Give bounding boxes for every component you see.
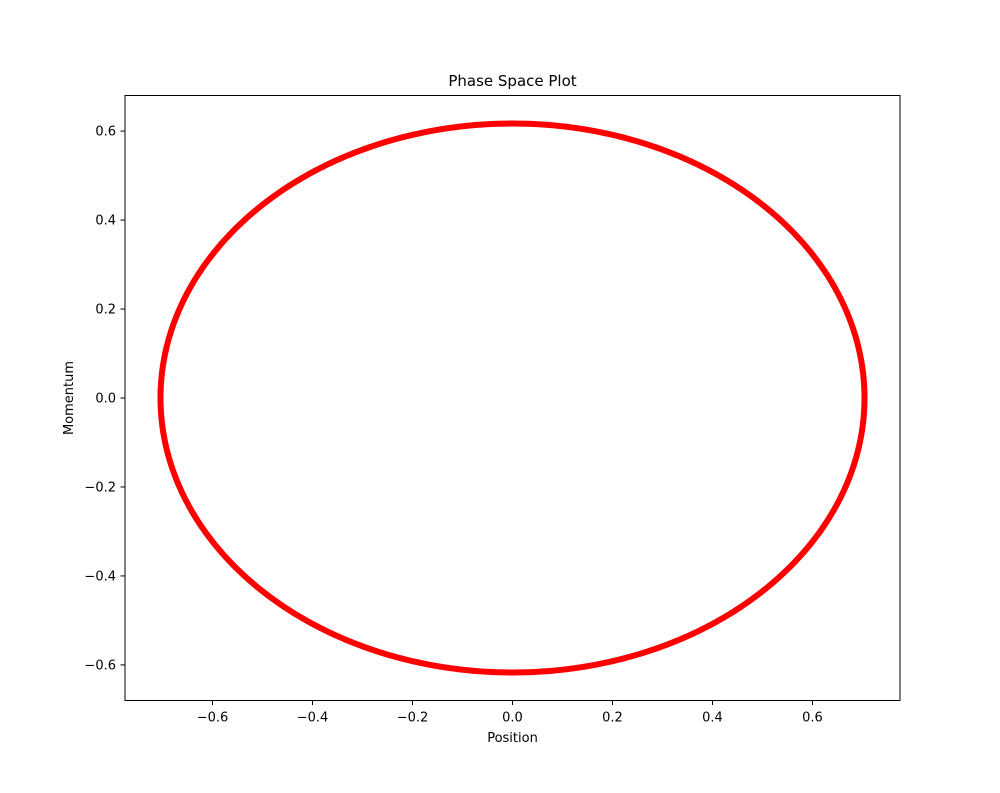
y-tick-label: 0.6 <box>95 125 116 140</box>
y-tick-label: −0.4 <box>84 569 116 584</box>
x-tick-label: 0.4 <box>702 711 723 726</box>
x-tick-label: 0.2 <box>602 711 623 726</box>
x-axis-title: Position <box>487 731 538 746</box>
chart-title: Phase Space Plot <box>448 72 576 90</box>
data-layer <box>157 120 868 676</box>
y-axis: −0.6 −0.4 −0.2 0.0 0.2 0.4 0.6 <box>84 125 125 673</box>
x-tick-label: −0.6 <box>197 711 229 726</box>
y-tick-label: 0.4 <box>95 214 116 229</box>
x-tick-label: 0.0 <box>502 711 523 726</box>
y-axis-title: Momentum <box>62 361 77 435</box>
x-tick-label: −0.2 <box>397 711 429 726</box>
y-tick-label: 0.2 <box>95 303 116 318</box>
y-tick-label: 0.0 <box>95 392 116 407</box>
x-axis: −0.6 −0.4 −0.2 0.0 0.2 0.4 0.6 <box>197 700 823 726</box>
y-tick-label: −0.6 <box>84 658 116 673</box>
phase-orbit-curve <box>157 120 868 676</box>
x-tick-label: 0.6 <box>802 711 823 726</box>
y-tick-label: −0.2 <box>84 480 116 495</box>
x-tick-label: −0.4 <box>297 711 329 726</box>
